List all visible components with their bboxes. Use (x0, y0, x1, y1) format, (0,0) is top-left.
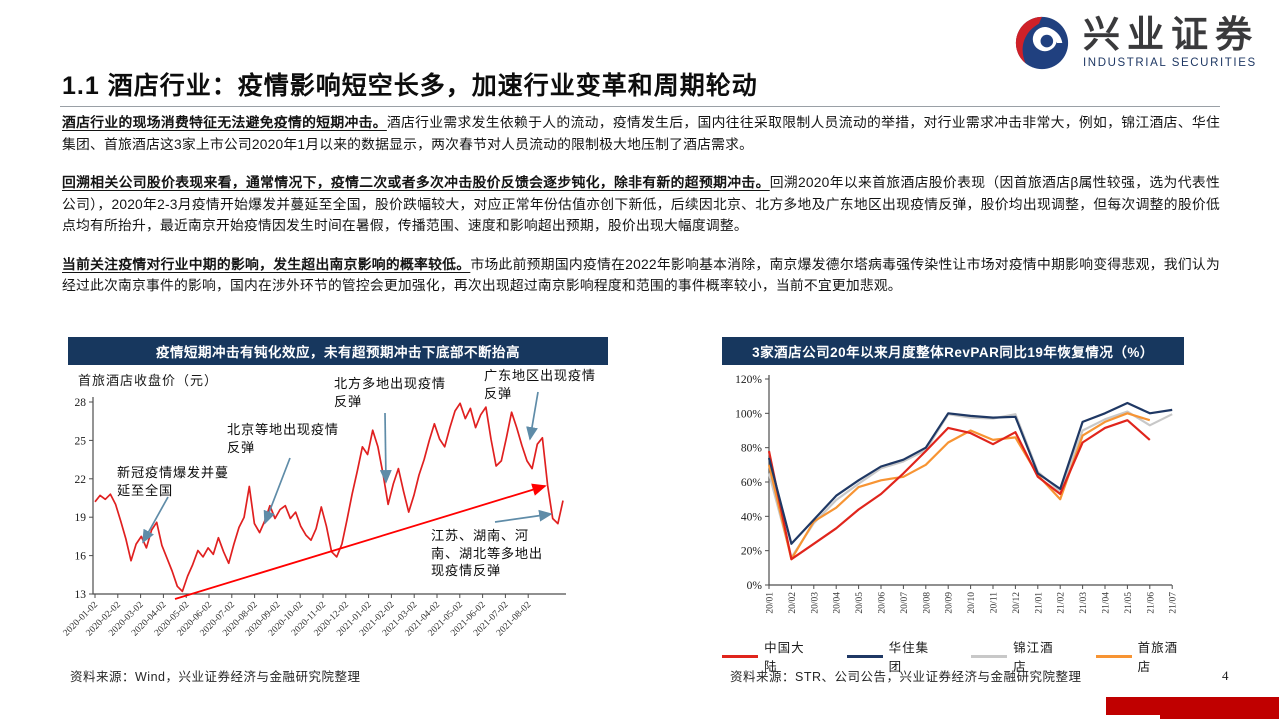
page-number: 4 (1222, 668, 1229, 683)
legend-swatch (1095, 654, 1132, 658)
svg-text:21/02: 21/02 (1057, 592, 1067, 614)
legend-item: 首旅酒店 (1095, 637, 1185, 675)
svg-text:20/07: 20/07 (900, 592, 910, 614)
svg-text:40%: 40% (741, 511, 763, 523)
source-note-right: 资料来源：STR、公司公告，兴业证券经济与金融研究院整理 (730, 670, 1082, 684)
svg-text:20/02: 20/02 (788, 592, 798, 614)
legend-label: 首旅酒店 (1137, 641, 1179, 674)
annotation-beijing-rebound: 北京等地出现疫情反弹 (227, 422, 339, 455)
svg-text:21/04: 21/04 (1102, 592, 1112, 614)
paragraph-3-body: 市场此前预期国内疫情在2022年影响基本消除，南京爆发德尔塔病毒强传染性让市场对… (62, 256, 1220, 294)
source-note-left: 资料来源：Wind，兴业证券经济与金融研究院整理 (70, 670, 361, 684)
paragraph-2-body: 回溯2020年以来首旅酒店股价表现（因首旅酒店β属性较强，选为代表性公司），20… (62, 175, 1220, 233)
svg-text:21/05: 21/05 (1124, 592, 1134, 614)
svg-text:60%: 60% (741, 477, 763, 489)
revpar-chart-panel: 3家酒店公司20年以来月度整体RevPAR同比19年恢复情况（%） 0% 20% 4… (722, 337, 1184, 675)
legend-item: 锦江酒店 (971, 637, 1060, 675)
svg-text:21/03: 21/03 (1079, 592, 1089, 614)
svg-text:20/05: 20/05 (855, 592, 865, 614)
brand-logo: 兴业证券 INDUSTRIAL SECURITIES (1013, 14, 1259, 72)
paragraph-2-lead: 回溯相关公司股价表现来看，通常情况下，疫情二次或者多次冲击股价反馈会逐步钝化，除… (62, 175, 770, 190)
revpar-chart-title: 3家酒店公司20年以来月度整体RevPAR同比19年恢复情况（%） (722, 337, 1184, 365)
svg-text:21/06: 21/06 (1146, 592, 1156, 614)
brand-name-en: INDUSTRIAL SECURITIES (1083, 57, 1257, 69)
legend-item: 华住集团 (846, 637, 936, 675)
svg-text:20/12: 20/12 (1012, 592, 1022, 614)
annotation-guangdong-rebound: 广东地区出现疫情反弹 (484, 368, 596, 401)
annotation-north-rebound: 北方多地出现疫情反弹 (334, 376, 446, 409)
revpar-chart-legend: 中国大陆 华住集团 锦江酒店 首旅酒店 (722, 637, 1184, 675)
corner-red-bar-lower (1160, 715, 1279, 719)
svg-text:19: 19 (75, 512, 87, 524)
svg-text:21/07: 21/07 (1169, 592, 1179, 614)
svg-text:20/08: 20/08 (922, 592, 932, 614)
annotation-covid-outbreak: 新冠疫情爆发并蔓延至全国 (117, 465, 229, 498)
revpar-line-chart: 0% 20% 40% 60% 80% 100% 120% 20/01 20/02 20/03 20/… (735, 374, 1179, 614)
svg-text:16: 16 (75, 551, 87, 563)
page-title: 1.1 酒店行业：疫情影响短空长多，加速行业变革和周期轮动 (62, 72, 758, 100)
paragraph-3: 当前关注疫情对行业中期的影响，发生超出南京影响的概率较低。市场此前预期国内疫情在… (62, 254, 1220, 297)
title-divider (60, 106, 1220, 107)
legend-label: 华住集团 (888, 641, 930, 674)
legend-swatch (971, 654, 1008, 658)
svg-text:21/01: 21/01 (1034, 592, 1044, 614)
svg-text:25: 25 (75, 435, 87, 447)
svg-text:20%: 20% (741, 546, 763, 558)
stock-chart-title: 疫情短期冲击有钝化效应，未有超预期冲击下底部不断抬高 (68, 337, 608, 365)
paragraph-1-lead: 酒店行业的现场消费特征无法避免疫情的短期冲击。 (62, 115, 387, 130)
paragraph-3-lead: 当前关注疫情对行业中期的影响，发生超出南京影响的概率较低。 (62, 256, 471, 272)
paragraph-1-body: 酒店行业需求发生依赖于人的流动，疫情发生后，国内往往采取限制人员流动的举措，对行… (62, 115, 1220, 152)
stock-price-chart-panel: 疫情短期冲击有钝化效应，未有超预期冲击下底部不断抬高 13 16 19 22 25 28 2… (62, 337, 608, 665)
svg-text:20/04: 20/04 (833, 592, 843, 614)
legend-item: 中国大陆 (722, 637, 811, 675)
legend-swatch (846, 654, 883, 658)
svg-text:20/03: 20/03 (810, 592, 820, 614)
svg-text:20/10: 20/10 (967, 592, 977, 614)
svg-text:120%: 120% (735, 374, 762, 386)
svg-text:20/11: 20/11 (990, 592, 1000, 614)
svg-text:100%: 100% (735, 408, 762, 420)
svg-text:28: 28 (75, 397, 87, 409)
paragraph-2: 回溯相关公司股价表现来看，通常情况下，疫情二次或者多次冲击股价反馈会逐步钝化，除… (62, 172, 1220, 237)
legend-swatch (722, 654, 759, 658)
corner-red-bar (1106, 697, 1279, 715)
svg-text:80%: 80% (741, 443, 763, 455)
stock-price-line-chart: 1316192225282020-01-022020-02-022020-03-… (62, 391, 566, 638)
svg-text:20/09: 20/09 (945, 592, 955, 614)
body-paragraphs: 酒店行业的现场消费特征无法避免疫情的短期冲击。酒店行业需求发生依赖于人的流动，疫… (62, 112, 1220, 314)
legend-label: 中国大陆 (764, 641, 805, 674)
svg-text:13: 13 (75, 589, 87, 601)
svg-text:20/01: 20/01 (766, 592, 776, 614)
svg-text:22: 22 (75, 474, 87, 486)
stock-chart-ylabel: 首旅酒店收盘价（元） (78, 373, 219, 388)
svg-text:0%: 0% (747, 580, 763, 592)
legend-label: 锦江酒店 (1013, 641, 1054, 674)
paragraph-1: 酒店行业的现场消费特征无法避免疫情的短期冲击。酒店行业需求发生依赖于人的流动，疫… (62, 112, 1220, 155)
annotation-jiangsu-rebound: 江苏、湖南、河南、湖北等多地出现疫情反弹 (431, 528, 543, 578)
brand-name-cn: 兴业证券 (1083, 14, 1259, 55)
swirl-logo-icon (1015, 16, 1069, 70)
svg-text:20/06: 20/06 (878, 592, 888, 614)
